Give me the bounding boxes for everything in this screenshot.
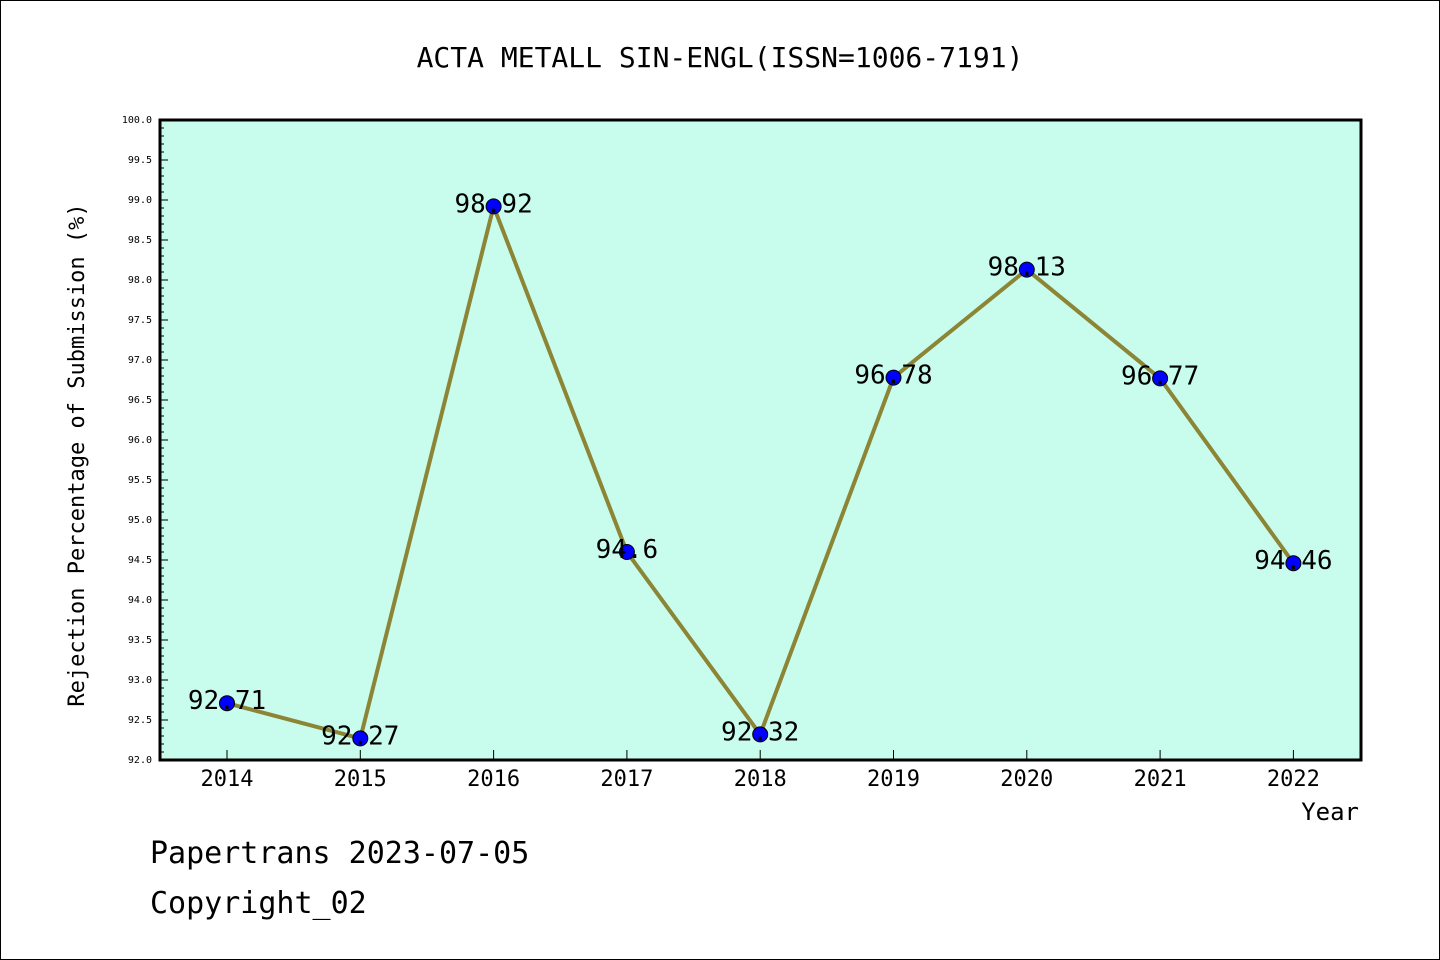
- data-point: [752, 726, 769, 743]
- x-tick-label: 2019: [867, 767, 920, 792]
- data-label: 92.27: [321, 721, 399, 751]
- data-point: [1018, 261, 1035, 278]
- chart-title: ACTA METALL SIN-ENGL(ISSN=1006-7191): [417, 41, 1024, 74]
- x-tick-label: 2016: [467, 767, 520, 792]
- y-tick-label: 94.5: [128, 555, 152, 566]
- footer-source: Papertrans 2023-07-05: [150, 836, 530, 871]
- data-label: 96.77: [1121, 361, 1199, 391]
- x-tick-label: 2020: [1000, 767, 1053, 792]
- y-tick-label: 98.0: [128, 275, 152, 286]
- y-axis: 92.0 92.5 93.0 93.5 94.0 94.5 95.0 95.5 96.0 96.5…: [122, 115, 168, 766]
- data-label: 98.13: [988, 253, 1066, 283]
- y-tick-label: 95.0: [128, 515, 152, 526]
- data-label: 98.92: [454, 189, 532, 219]
- data-point: [352, 730, 369, 747]
- x-tick-label: 2015: [334, 767, 387, 792]
- data-point: [219, 695, 235, 712]
- y-tick-label: 97.5: [128, 315, 152, 326]
- data-label: 92.32: [721, 717, 799, 747]
- data-point: [618, 544, 635, 560]
- data-labels: 92.71 92.27 98.92 94.6 92.32 96.78 98.13 96.77 9…: [188, 189, 1333, 751]
- x-axis-label: Year: [1301, 798, 1359, 826]
- y-tick-label: 92.0: [128, 755, 152, 766]
- y-tick-label: 94.0: [128, 595, 152, 606]
- data-point: [885, 369, 902, 386]
- y-tick-label: 100.0: [122, 115, 152, 126]
- y-tick-label: 95.5: [128, 475, 152, 486]
- y-tick-label: 96.5: [128, 395, 152, 406]
- data-point: [1152, 370, 1169, 387]
- y-tick-label: 99.0: [128, 195, 152, 206]
- y-tick-label: 99.5: [128, 155, 152, 166]
- x-tick-label: 2018: [734, 767, 787, 792]
- data-point: [1285, 555, 1302, 572]
- y-tick-label: 92.5: [128, 715, 152, 726]
- series-line: [219, 198, 1302, 747]
- y-tick-label: 93.0: [128, 675, 152, 686]
- data-label: 92.71: [188, 686, 266, 716]
- data-point: [485, 198, 502, 215]
- data-label: 94.6: [596, 535, 659, 565]
- data-label: 96.78: [854, 361, 932, 391]
- y-axis-label: Rejection Percentage of Submission (%): [65, 203, 90, 706]
- y-tick-label: 97.0: [128, 355, 152, 366]
- x-axis: 2014 2015 2016 2017 2018 2019 2020 2021 2022: [201, 750, 1320, 792]
- y-tick-label: 96.0: [128, 435, 152, 446]
- x-tick-label: 2014: [201, 767, 254, 792]
- plot-area: [158, 118, 1363, 762]
- x-tick-label: 2017: [600, 767, 653, 792]
- x-tick-label: 2022: [1267, 767, 1320, 792]
- footer-copyright: Copyright_02: [150, 886, 367, 921]
- data-label: 94.46: [1254, 546, 1332, 576]
- y-tick-label: 93.5: [128, 635, 152, 646]
- x-tick-label: 2021: [1134, 767, 1187, 792]
- y-tick-label: 98.5: [128, 235, 152, 246]
